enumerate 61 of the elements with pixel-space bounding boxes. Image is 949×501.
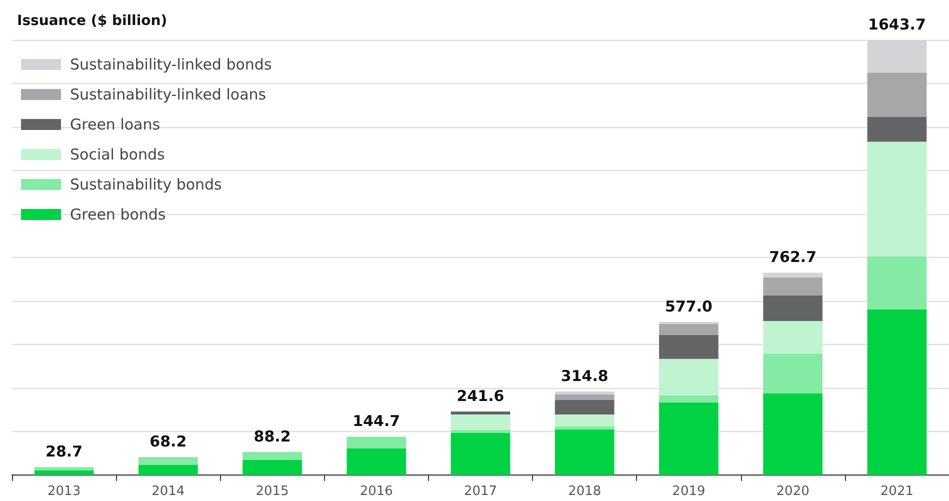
bar (242, 460, 302, 475)
bar (867, 40, 927, 73)
x-tick-label: 2015 (256, 484, 289, 499)
legend-label: Social bonds (70, 146, 165, 164)
bar (659, 324, 718, 335)
bar (867, 142, 927, 256)
bar (659, 395, 718, 402)
bar (763, 278, 823, 296)
bar (346, 436, 406, 448)
annotation: 1643.7 (868, 16, 926, 34)
bar (450, 432, 510, 475)
bar (34, 470, 94, 475)
bar (242, 452, 302, 460)
legend-label: Sustainability-linked bonds (70, 56, 272, 74)
x-tick-label: 2017 (464, 484, 498, 499)
bar (554, 400, 614, 415)
annotation: 28.7 (46, 442, 83, 461)
bar (554, 414, 614, 426)
bar (763, 354, 823, 394)
bar (554, 391, 614, 395)
bar (34, 467, 94, 470)
bar (450, 430, 510, 433)
bar (659, 322, 718, 324)
bar (450, 411, 510, 415)
bar (763, 272, 823, 278)
annotation: 88.2 (254, 427, 291, 446)
bar (659, 334, 718, 359)
bar (867, 116, 927, 142)
bar (450, 414, 510, 430)
x-tick-label: 2021 (880, 484, 914, 499)
bar (763, 295, 823, 322)
bar (138, 457, 198, 465)
bar (346, 448, 406, 475)
bar (659, 358, 718, 396)
x-tick-label: 2020 (776, 484, 810, 499)
legend-label: Sustainability-linked loans (70, 86, 266, 104)
x-tick-label: 2019 (672, 484, 706, 499)
legend-label: Sustainability bonds (70, 176, 222, 194)
bar (554, 429, 614, 475)
annotation: 577.0 (664, 297, 712, 316)
bar (138, 464, 198, 475)
x-tick-label: 2016 (360, 484, 393, 499)
bar (763, 393, 823, 475)
annotation: 144.7 (352, 412, 400, 430)
annotation: 314.8 (560, 366, 608, 385)
x-tick-label: 2014 (152, 484, 185, 499)
annotation: 68.2 (150, 432, 187, 451)
bar (867, 256, 927, 310)
y-axis-title: Issuance ($ billion) (17, 13, 168, 29)
annotation: 241.6 (456, 386, 504, 405)
annotation: 762.7 (769, 248, 817, 266)
legend-label: Green loans (70, 116, 160, 134)
bar (554, 426, 614, 430)
x-tick-label: 2018 (568, 484, 602, 499)
bar (554, 394, 614, 400)
bar (867, 309, 927, 475)
bar (659, 402, 718, 475)
x-tick-label: 2013 (48, 484, 81, 499)
legend-label: Green bonds (70, 206, 166, 224)
bar (763, 321, 823, 354)
bar (867, 72, 927, 117)
